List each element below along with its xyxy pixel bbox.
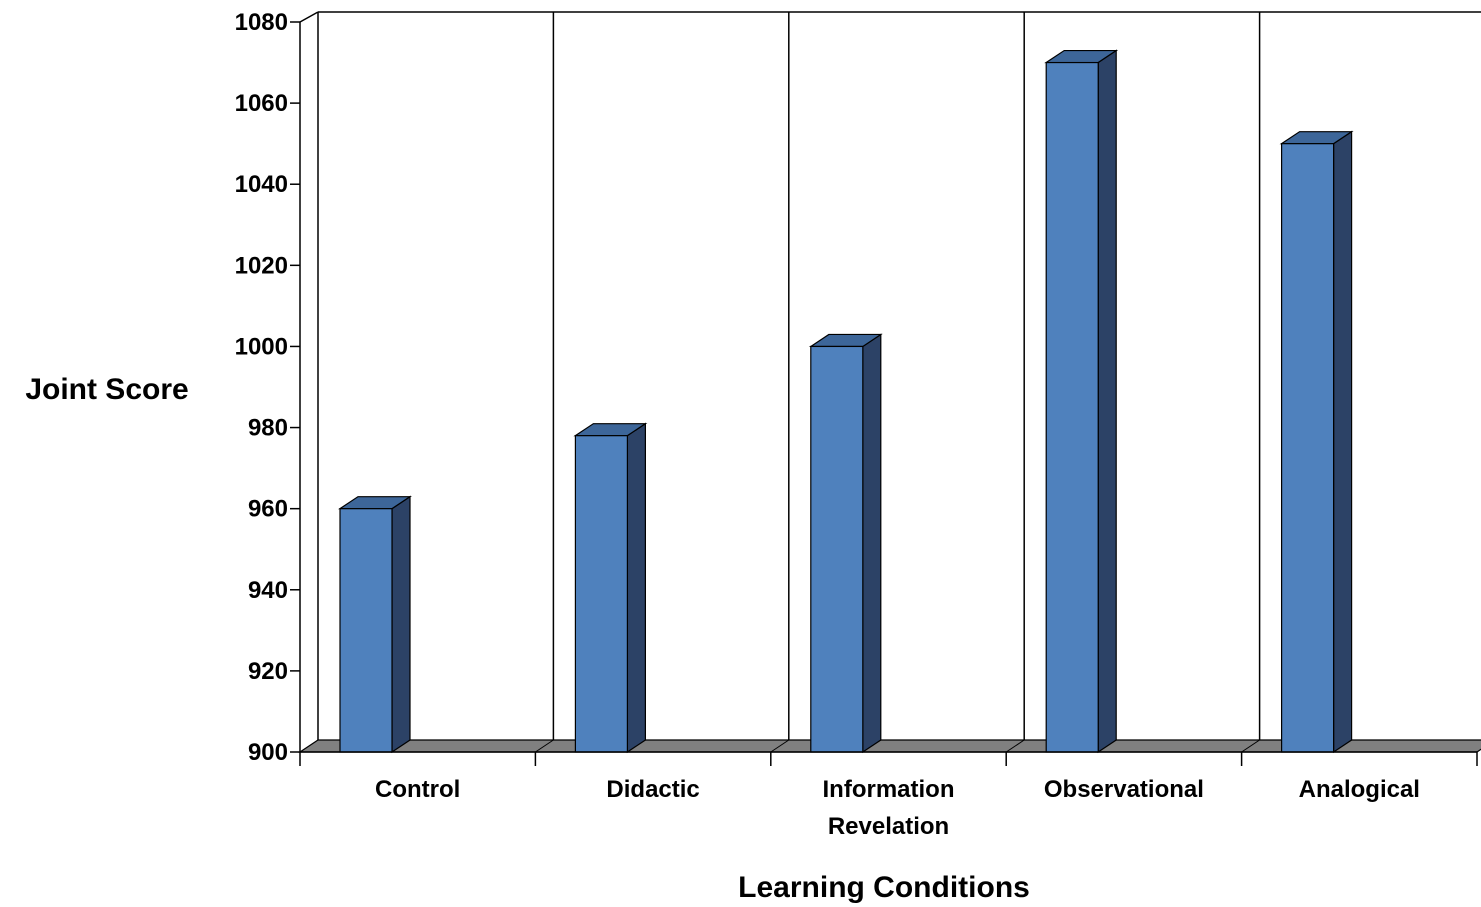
x-category-label: Control bbox=[375, 776, 460, 803]
x-category-label: Analogical bbox=[1299, 776, 1420, 803]
chart-walls bbox=[299, 11, 1481, 740]
y-tick-label: 1000 bbox=[235, 333, 288, 360]
y-tick-label: 1020 bbox=[235, 252, 288, 279]
bar-side bbox=[1332, 130, 1353, 754]
y-tick-label: 1040 bbox=[235, 171, 288, 198]
bar-front bbox=[574, 435, 629, 753]
bar-1 bbox=[573, 422, 648, 754]
x-category-label: Revelation bbox=[828, 813, 949, 840]
bar-front bbox=[1280, 143, 1335, 753]
bar-3 bbox=[1044, 49, 1119, 754]
bar-front bbox=[1045, 61, 1099, 753]
y-tick-label: 920 bbox=[248, 658, 288, 685]
x-category-label: Observational bbox=[1044, 776, 1204, 803]
y-axis: 900 920 940 960 980 1000 1020 1040 1060 1080 bbox=[235, 9, 301, 766]
x-category-label: Didactic bbox=[606, 776, 699, 803]
y-tick-label: 1080 bbox=[235, 9, 288, 36]
y-tick-label: 960 bbox=[248, 496, 288, 523]
floor-divider bbox=[535, 739, 554, 753]
bar-4 bbox=[1279, 130, 1354, 754]
bar-front bbox=[810, 345, 864, 753]
bar-2 bbox=[808, 333, 883, 754]
bar-side bbox=[862, 333, 882, 754]
x-axis: Control Didactic Information Revelation Obse… bbox=[299, 751, 1478, 840]
y-tick-label: 980 bbox=[248, 415, 288, 442]
bar-front bbox=[339, 508, 393, 753]
y-tick-label: 900 bbox=[248, 739, 288, 766]
floor-divider bbox=[1241, 739, 1260, 753]
chart-bars bbox=[338, 49, 1354, 754]
x-axis-title: Learning Conditions bbox=[738, 871, 1030, 904]
x-category-label: Information bbox=[823, 776, 955, 803]
y-tick-label: 1060 bbox=[235, 90, 288, 117]
bar-side bbox=[391, 495, 411, 754]
side-wall-top-edge bbox=[299, 11, 319, 23]
bar-0 bbox=[338, 495, 412, 754]
bar-side bbox=[1097, 49, 1117, 754]
floor-divider bbox=[1005, 739, 1025, 753]
floor-divider bbox=[770, 739, 790, 753]
y-tick-label: 940 bbox=[248, 577, 288, 604]
bar-side bbox=[626, 422, 647, 754]
y-axis-title: Joint Score bbox=[25, 373, 188, 406]
